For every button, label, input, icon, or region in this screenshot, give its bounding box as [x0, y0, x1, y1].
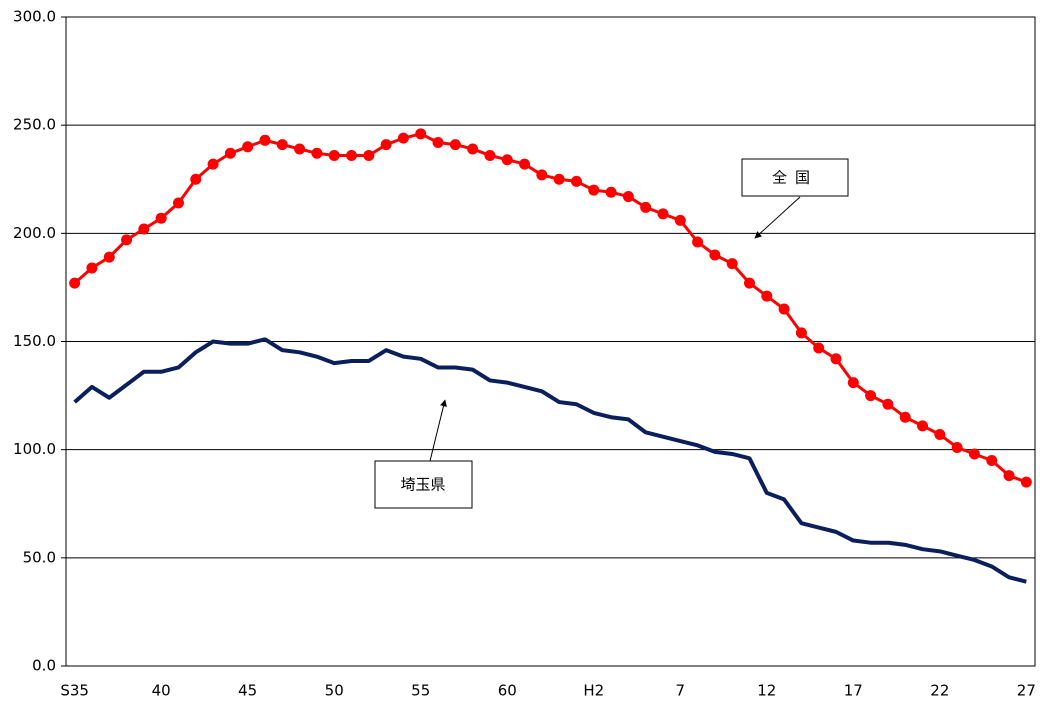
series-marker — [761, 290, 773, 302]
series-marker — [172, 197, 184, 209]
series-marker — [570, 175, 582, 187]
callout-label: 全国 — [772, 169, 818, 187]
series-marker — [501, 154, 513, 166]
series-marker — [103, 251, 115, 263]
series-marker — [276, 139, 288, 151]
series-marker — [968, 448, 980, 460]
series-marker — [484, 149, 496, 161]
series-marker — [847, 377, 859, 389]
series-marker — [294, 143, 306, 155]
series-marker — [986, 454, 998, 466]
callout-label: 埼玉県 — [400, 476, 445, 494]
plot-area: 0.0 50.0 100.0 150.0 200.0 250.0 300.0 S35 40 45 5… — [13, 8, 1036, 700]
callout-box — [374, 460, 473, 509]
series-marker — [432, 136, 444, 148]
series-marker — [830, 353, 842, 365]
x-tick-label: H2 — [583, 682, 604, 700]
series-marker — [346, 149, 358, 161]
series-marker — [155, 212, 167, 224]
series-marker — [311, 147, 323, 159]
series-marker — [657, 208, 669, 220]
series-marker — [917, 420, 929, 432]
series-marker — [778, 303, 790, 315]
series-marker — [380, 139, 392, 151]
x-tick-label: 45 — [238, 682, 257, 700]
series-marker — [553, 173, 565, 185]
series-marker — [899, 411, 911, 423]
x-tick-label: 7 — [676, 682, 686, 700]
series-marker — [224, 147, 236, 159]
series-marker — [363, 149, 375, 161]
series-marker — [207, 158, 219, 170]
series-marker — [86, 262, 98, 274]
series-line — [73, 132, 1027, 484]
series-marker — [588, 184, 600, 196]
series-marker — [415, 128, 427, 140]
series-marker — [795, 327, 807, 339]
series-marker — [121, 234, 133, 246]
x-tick-label: 40 — [152, 682, 171, 700]
series-marker — [934, 429, 946, 441]
x-tick-label: 27 — [1017, 682, 1036, 700]
series-marker — [813, 342, 825, 354]
x-tick-label: 60 — [498, 682, 517, 700]
series-marker — [328, 149, 340, 161]
y-tick-label: 50.0 — [23, 548, 56, 566]
x-tick-label: 12 — [757, 682, 776, 700]
series-marker — [467, 143, 479, 155]
series-marker — [1003, 470, 1015, 482]
series-line — [73, 337, 1027, 584]
series-marker — [674, 214, 686, 226]
series-marker — [622, 191, 634, 203]
series-marker — [138, 223, 150, 235]
series-marker — [865, 390, 877, 402]
series-marker — [69, 277, 81, 289]
series-marker — [449, 139, 461, 151]
x-tick-label: 17 — [844, 682, 863, 700]
y-tick-label: 100.0 — [13, 440, 56, 458]
series-marker — [519, 158, 531, 170]
series-marker — [709, 249, 721, 261]
x-tick-label: 22 — [930, 682, 949, 700]
series-marker — [743, 277, 755, 289]
series-marker — [242, 141, 254, 153]
x-tick-label: 50 — [325, 682, 344, 700]
series-marker — [951, 442, 963, 454]
y-tick-label: 300.0 — [13, 8, 56, 26]
series-marker — [190, 173, 202, 185]
callout-arrow — [429, 399, 447, 462]
y-tick-label: 0.0 — [32, 657, 56, 675]
callout-box — [741, 158, 849, 197]
series-marker — [605, 186, 617, 198]
series-marker — [882, 398, 894, 410]
series-marker — [726, 258, 738, 270]
y-tick-label: 250.0 — [13, 116, 56, 134]
series-marker — [397, 132, 409, 144]
y-tick-label: 150.0 — [13, 332, 56, 350]
callout-arrow — [754, 196, 801, 239]
plot-frame — [65, 16, 1036, 667]
x-tick-label: 55 — [411, 682, 430, 700]
series-marker — [259, 134, 271, 146]
series-marker — [536, 169, 548, 181]
series-marker — [692, 236, 704, 248]
y-tick-label: 200.0 — [13, 224, 56, 242]
series-marker — [640, 201, 652, 213]
x-tick-label: S35 — [60, 682, 89, 700]
series-marker — [1020, 476, 1032, 488]
